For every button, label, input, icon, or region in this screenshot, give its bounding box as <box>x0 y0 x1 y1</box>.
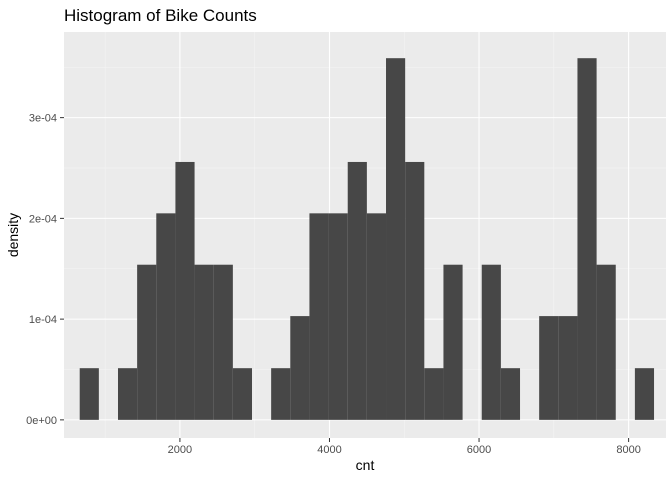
histogram-bar <box>175 161 195 420</box>
chart-title: Histogram of Bike Counts <box>64 6 257 25</box>
histogram-bar <box>405 161 425 420</box>
histogram-bar <box>424 368 444 420</box>
histogram-bar <box>347 161 367 420</box>
histogram-bar <box>577 58 597 420</box>
histogram-bar <box>500 368 521 420</box>
histogram-bar <box>117 368 138 420</box>
histogram-bar <box>137 264 157 420</box>
histogram-bar <box>634 368 655 420</box>
y-tick-label: 0e+00 <box>26 415 57 427</box>
x-axis-title: cnt <box>356 457 375 473</box>
histogram-bar <box>443 264 463 420</box>
histogram-bar <box>309 213 329 420</box>
x-tick-label: 4000 <box>317 444 341 456</box>
histogram-bar <box>481 264 501 420</box>
histogram-bar <box>386 58 406 420</box>
histogram-bar <box>79 368 99 420</box>
y-tick-label: 3e-04 <box>29 113 57 125</box>
x-tick-label: 6000 <box>467 444 491 456</box>
y-tick-label: 1e-04 <box>29 314 57 326</box>
histogram-bars <box>79 58 655 420</box>
x-axis: 2000 4000 6000 8000 <box>168 438 641 456</box>
histogram-bar <box>366 213 387 420</box>
histogram-bar <box>558 316 578 420</box>
histogram-bar <box>213 264 233 420</box>
histogram-bar <box>194 264 214 420</box>
histogram-bar <box>290 316 310 420</box>
y-tick-label: 2e-04 <box>29 213 57 225</box>
y-axis-title: density <box>5 213 21 257</box>
histogram-bar <box>271 368 291 420</box>
histogram-bar <box>539 316 559 420</box>
histogram-bar <box>328 213 348 420</box>
x-tick-label: 8000 <box>616 444 640 456</box>
histogram-bar <box>156 213 176 420</box>
histogram-bar <box>232 368 253 420</box>
y-axis: 0e+00 1e-04 2e-04 3e-04 <box>26 113 64 427</box>
histogram-bar <box>596 264 616 420</box>
x-tick-label: 2000 <box>168 444 192 456</box>
